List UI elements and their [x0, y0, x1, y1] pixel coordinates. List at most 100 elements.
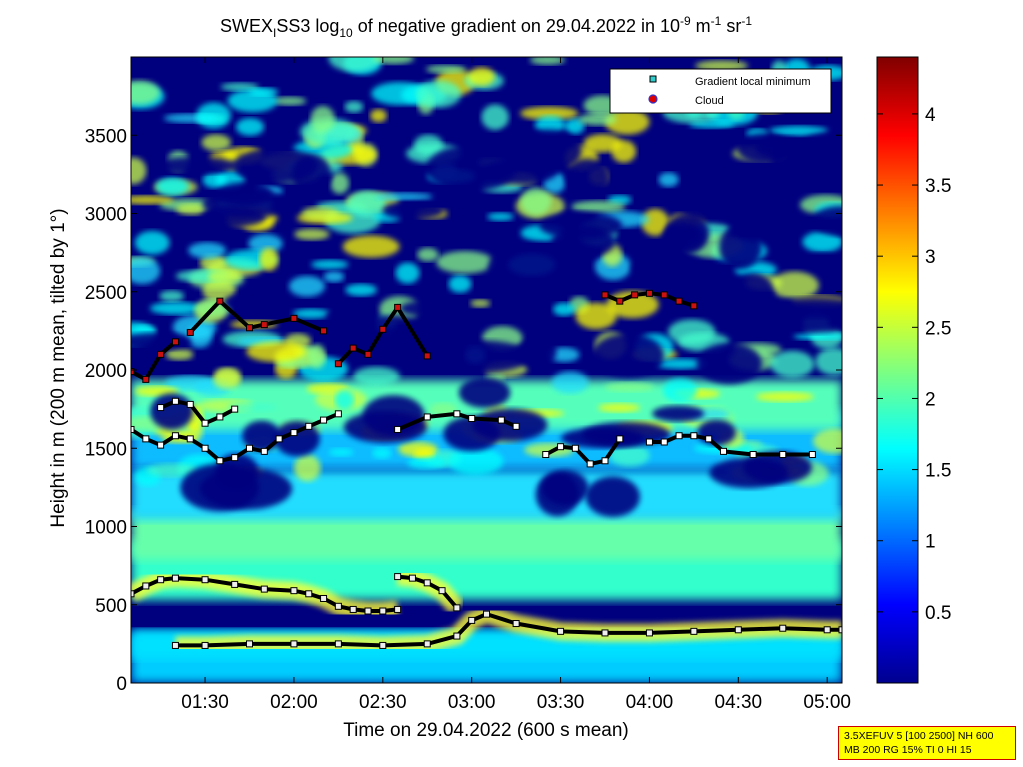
- heatmap-blob: [248, 234, 283, 254]
- series-point: [690, 627, 698, 635]
- series-point: [690, 432, 698, 440]
- heatmap-blob: [227, 89, 278, 113]
- series-point: [260, 585, 268, 593]
- series-point: [142, 435, 150, 443]
- series-point: [512, 422, 520, 430]
- heatmap-void: [709, 457, 789, 489]
- heatmap-void: [131, 332, 192, 351]
- series-point: [216, 297, 224, 305]
- series-point: [305, 422, 313, 430]
- series-point: [660, 291, 668, 299]
- heatmap-blob: [328, 57, 381, 72]
- heatmap-blob: [345, 283, 377, 297]
- series-point: [586, 460, 594, 468]
- heatmap-blob: [395, 262, 420, 284]
- heatmap-blob: [815, 347, 842, 376]
- series-point: [290, 314, 298, 322]
- series-point: [645, 289, 653, 297]
- heatmap-blob: [755, 391, 814, 402]
- heatmap-blob: [330, 172, 350, 194]
- heatmap-void: [565, 158, 610, 197]
- series-point: [171, 432, 179, 440]
- heatmap-blob: [534, 115, 566, 134]
- legend-marker-gradient-min: [649, 75, 657, 83]
- heatmap-blob: [146, 463, 198, 477]
- legend-box: [609, 68, 832, 114]
- heatmap-blob: [398, 441, 438, 457]
- series-point: [320, 416, 328, 424]
- colorbar-tick-label: 2.5: [925, 318, 951, 339]
- heatmap-blob: [246, 341, 306, 363]
- series-point: [275, 435, 283, 443]
- series-point: [408, 574, 416, 582]
- heatmap-blob: [598, 403, 641, 413]
- heatmap-blob: [413, 134, 443, 156]
- series-point: [364, 350, 372, 358]
- series-point: [290, 429, 298, 437]
- y-axis-label: Height in m (200 m mean, tilted by 1°): [48, 208, 69, 527]
- info-line-2: MB 200 RG 15% TI 0 HI 15: [844, 744, 972, 756]
- heatmap-blob: [188, 242, 227, 259]
- series-point: [290, 640, 298, 648]
- series-point: [201, 419, 209, 427]
- series-point: [171, 397, 179, 405]
- series-point: [497, 416, 505, 424]
- heatmap-blob: [448, 275, 472, 293]
- heatmap-blob: [353, 366, 400, 386]
- series-point: [379, 325, 387, 333]
- heatmap-void: [652, 405, 705, 422]
- series-point: [216, 457, 224, 465]
- series-point: [438, 587, 446, 595]
- heatmap-blob: [165, 348, 194, 361]
- heatmap-blob: [311, 259, 349, 270]
- series-point: [394, 573, 402, 581]
- heatmap-blob: [571, 200, 626, 213]
- legend-label-cloud: Cloud: [695, 95, 724, 107]
- series-point: [557, 627, 565, 635]
- series-point: [838, 626, 842, 634]
- series-point: [705, 435, 713, 443]
- series-point: [808, 451, 816, 459]
- heatmap-void: [325, 308, 376, 325]
- x-tick-label: 02:30: [359, 692, 407, 713]
- series-point: [423, 579, 431, 587]
- x-tick-label: 05:00: [803, 692, 851, 713]
- legend: Gradient local minimum Cloud: [609, 68, 832, 114]
- heatmap-void: [696, 342, 763, 385]
- series-point: [186, 435, 194, 443]
- y-tick-label: 2000: [85, 361, 127, 382]
- heatmap-blob: [609, 444, 650, 467]
- heatmap-blob: [301, 206, 340, 221]
- y-tick-label: 3500: [85, 126, 127, 147]
- heatmap-blob: [529, 57, 566, 65]
- heatmap-blob: [371, 82, 428, 106]
- heatmap-blob: [342, 235, 400, 258]
- series-point: [483, 610, 490, 618]
- heatmap-blob: [770, 350, 815, 378]
- series-point: [334, 602, 342, 610]
- heatmap-blob: [334, 389, 354, 411]
- heatmap-blob: [812, 428, 842, 454]
- series-point: [823, 626, 831, 634]
- heatmap-blob: [770, 271, 819, 300]
- heatmap-blob: [159, 290, 185, 302]
- series-point: [720, 447, 727, 455]
- y-tick-label: 1000: [85, 518, 127, 539]
- heatmap-blob: [520, 187, 552, 216]
- heatmap-blob: [328, 448, 354, 457]
- heatmap-blob: [575, 302, 617, 330]
- x-tick-label: 04:00: [626, 692, 674, 713]
- heatmap-blob: [375, 192, 433, 201]
- heatmap-blob: [196, 102, 231, 129]
- series-point: [349, 605, 357, 613]
- heatmap-blob: [415, 80, 462, 108]
- series-point: [423, 352, 431, 360]
- series-line-10: [131, 340, 177, 383]
- heatmap-blob: [553, 302, 576, 316]
- heatmap-blob: [294, 228, 330, 241]
- x-tick-label: 04:30: [715, 692, 763, 713]
- heatmap-blob: [213, 369, 241, 390]
- series-point: [216, 413, 224, 421]
- heatmap-blob: [793, 331, 842, 341]
- heatmap-void: [224, 292, 274, 312]
